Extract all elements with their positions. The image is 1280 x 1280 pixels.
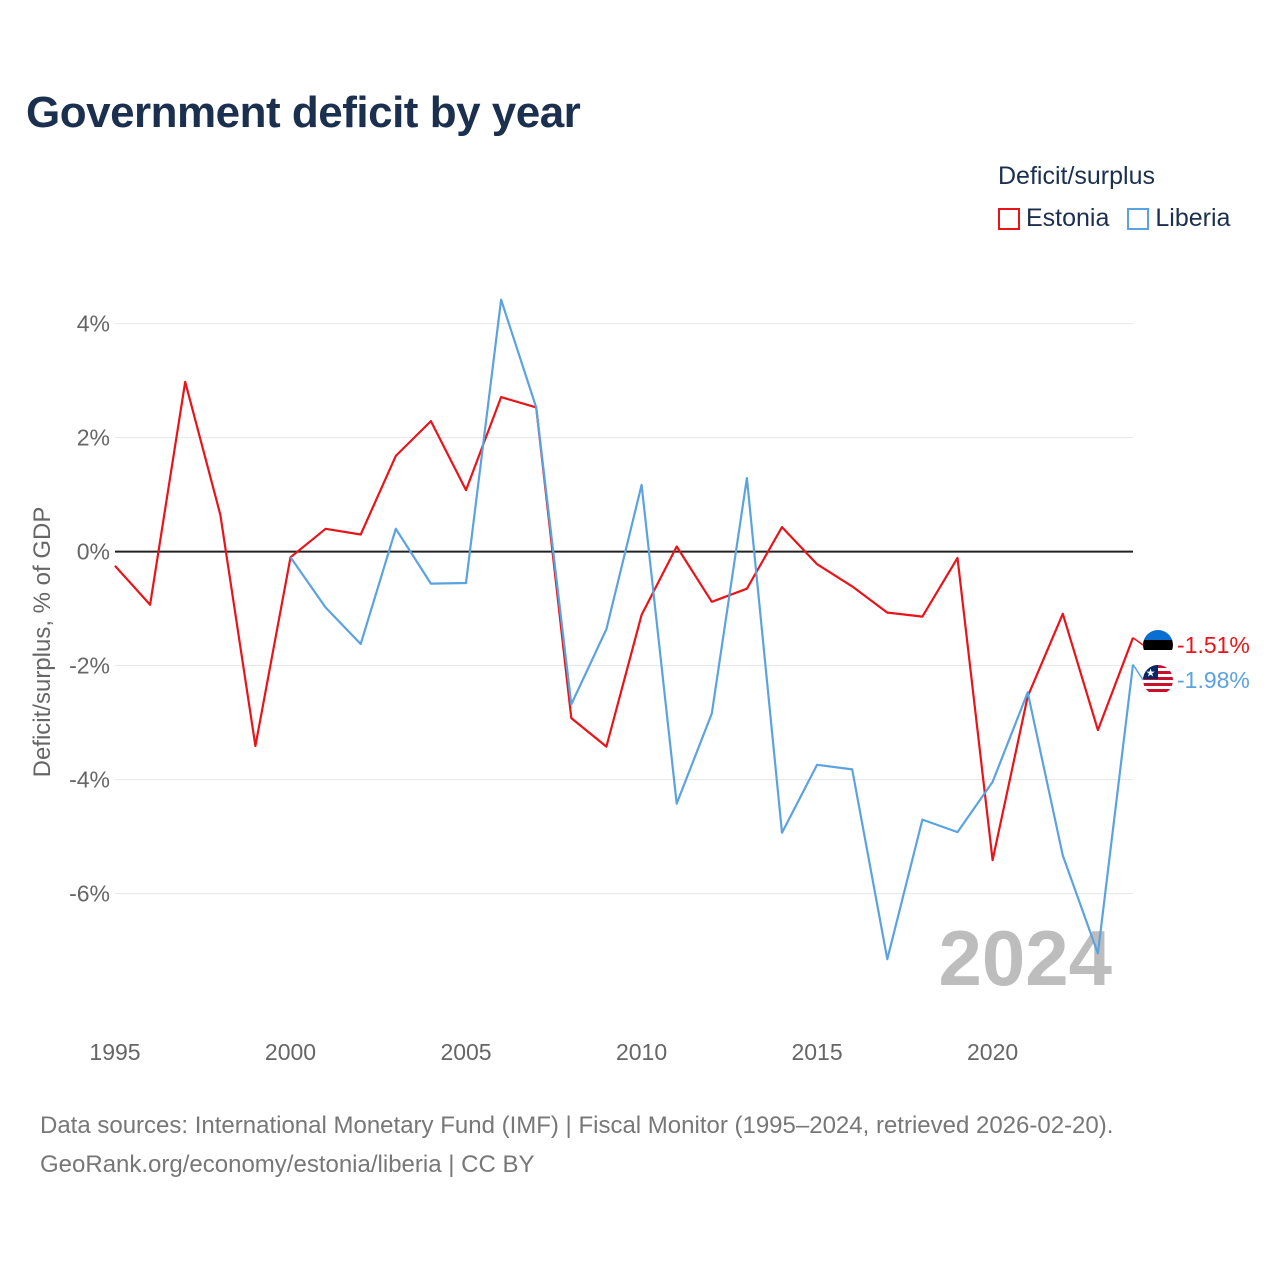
legend-swatch-estonia (998, 207, 1020, 230)
x-tick-label: 2000 (265, 1039, 316, 1065)
legend-swatch-liberia (1127, 207, 1150, 230)
series-line-estonia (114, 380, 1135, 862)
x-tick-label: 2015 (791, 1039, 842, 1065)
x-tick-label: 2005 (440, 1039, 491, 1065)
year-watermark: 2024 (938, 914, 1112, 1002)
liberia-flag-icon: ★ (1143, 665, 1173, 695)
end-connector-liberia (1132, 664, 1144, 681)
legend-title: Deficit/surplus (998, 162, 1155, 190)
x-axis-ticks: 1995 2000 2005 2010 2015 2020 (89, 1039, 1018, 1065)
legend-label-liberia: Liberia (1155, 204, 1231, 232)
series-lines (114, 298, 1135, 961)
x-tick-label: 1995 (89, 1039, 140, 1065)
svg-text:★: ★ (1146, 667, 1156, 680)
footer-sources: Data sources: International Monetary Fun… (40, 1112, 1114, 1139)
y-tick-label: 0% (77, 539, 110, 565)
y-tick-label: -4% (69, 767, 110, 793)
end-labels: -1.51% -1.98% (1132, 632, 1250, 693)
y-axis-label: Deficit/surplus, % of GDP (29, 507, 56, 778)
gridlines (115, 323, 1133, 895)
legend-label-estonia: Estonia (1026, 204, 1110, 232)
footer: Data sources: International Monetary Fun… (40, 1106, 1113, 1184)
end-label-liberia: -1.98% (1177, 667, 1250, 693)
x-tick-label: 2020 (967, 1039, 1018, 1065)
end-label-estonia: -1.51% (1177, 632, 1250, 658)
end-flags: ★ (1143, 630, 1173, 695)
x-tick-label: 2010 (616, 1039, 667, 1065)
series-line-liberia (289, 298, 1135, 961)
end-connector-estonia (1132, 637, 1144, 646)
chart-title: Government deficit by year (26, 88, 581, 137)
footer-credit: GeoRank.org/economy/estonia/liberia | CC… (40, 1151, 535, 1178)
y-tick-label: 4% (77, 311, 110, 337)
legend-item-estonia[interactable]: Estonia (998, 204, 1109, 233)
estonia-flag-icon (1143, 630, 1173, 660)
y-axis-ticks: 4% 2% 0% -2% -4% -6% (69, 311, 110, 907)
legend-item-liberia[interactable]: Liberia (1127, 204, 1230, 233)
y-tick-label: -6% (69, 881, 110, 907)
y-tick-label: -2% (69, 653, 110, 679)
legend: Estonia Liberia (998, 204, 1230, 233)
y-tick-label: 2% (77, 425, 110, 451)
